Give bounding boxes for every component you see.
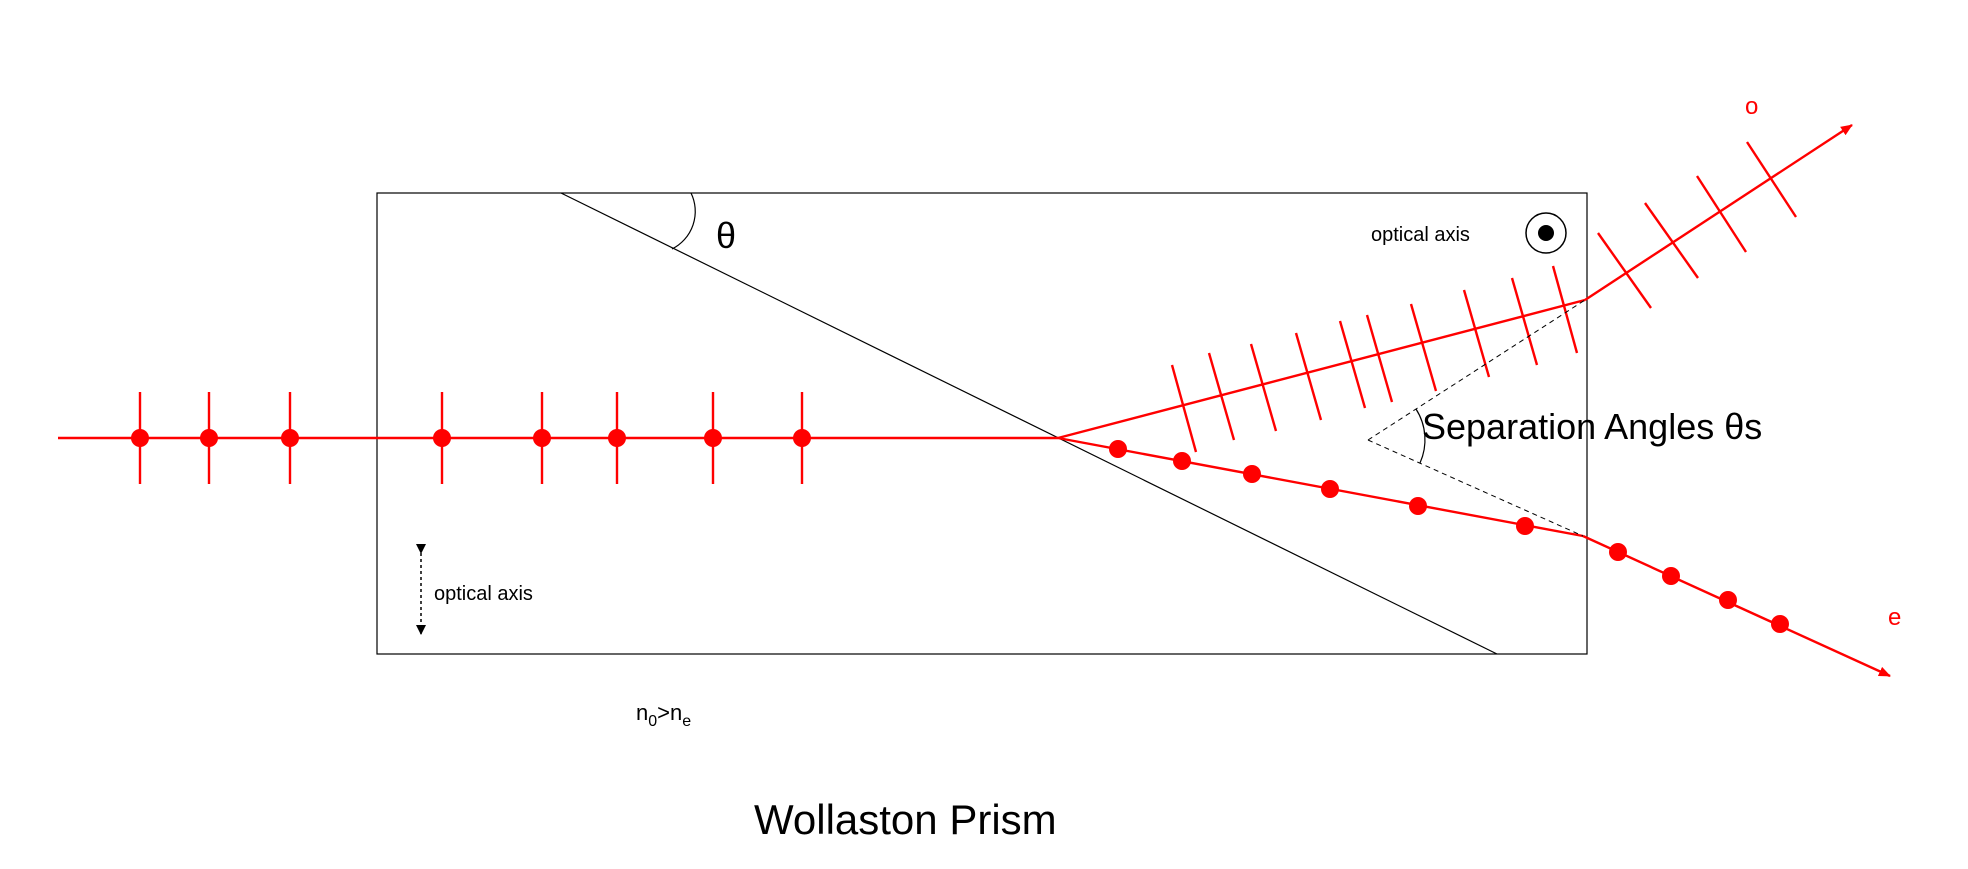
e-ray-inside-marks <box>1109 440 1534 535</box>
o-ray-exit <box>1584 123 1853 302</box>
prism-interface-diagonal <box>560 192 1498 655</box>
e-ray-exit <box>1582 534 1891 678</box>
prism-outline <box>376 192 1588 655</box>
o-ray-inside-marks <box>1170 265 1579 453</box>
refractive-index-relation: n0>ne <box>636 700 691 730</box>
o-ray-inside <box>1057 298 1586 440</box>
optical-axis-dot-center <box>1538 225 1554 241</box>
theta-label: θ <box>716 215 736 256</box>
separation-angle-arc <box>1415 408 1426 464</box>
e-ray-label: e <box>1888 604 1901 631</box>
e-ray-exit-marks <box>1609 543 1789 633</box>
separation-angles-label: Separation Angles θs <box>1422 406 1762 447</box>
e-ray-inside <box>1057 436 1584 538</box>
o-ray-label: o <box>1745 93 1758 120</box>
optical-axis-dot-icon <box>1525 212 1567 254</box>
separation-angle-dashed-lines <box>1367 299 1586 537</box>
o-ray-exit-marks <box>1597 141 1798 309</box>
diagram-title: Wollaston Prism <box>754 796 1057 843</box>
incident-polarization-marks <box>131 392 811 484</box>
optical-axis-label-top: optical axis <box>1371 224 1470 246</box>
theta-angle-arc <box>671 192 696 250</box>
optical-axis-label-bottom: optical axis <box>434 583 533 605</box>
